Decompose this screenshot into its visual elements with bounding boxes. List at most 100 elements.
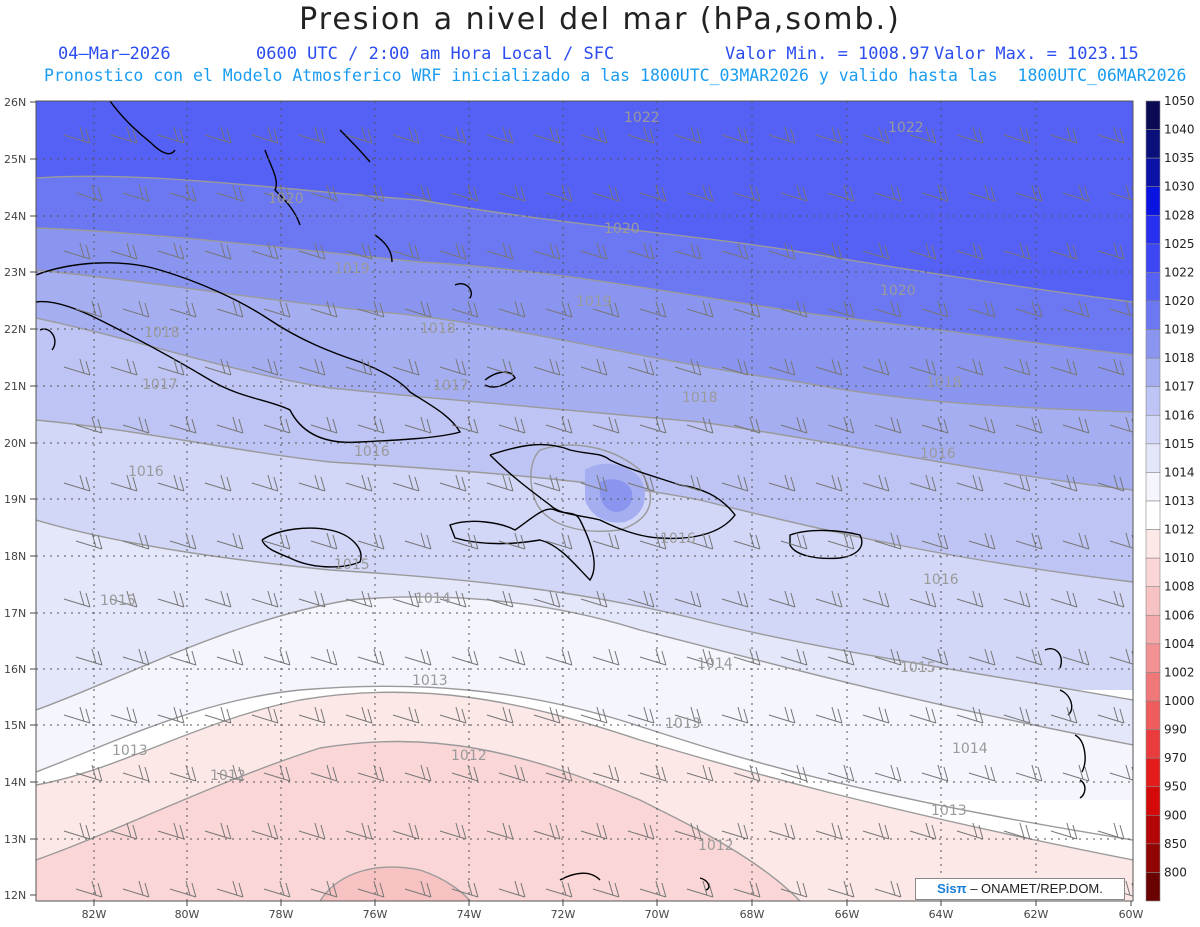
legend-swatch [1145,186,1161,216]
wind-barb [580,706,608,724]
lat-label: 14N [4,776,26,789]
wind-barb [1062,532,1090,550]
wind-barb [733,880,761,898]
wind-barb [686,416,714,434]
wind-barb [533,474,561,492]
wind-barb [169,648,197,666]
wind-barb [921,416,949,434]
lon-label: 80W [175,908,200,921]
wind-barb [486,126,514,144]
wind-barb [63,590,91,608]
wind-barb [486,358,514,376]
legend-swatch [1145,100,1161,130]
wind-barb [216,416,244,434]
wind-barb [439,590,467,608]
wind-barb [815,358,843,376]
legend-label: 1000 [1164,694,1195,708]
lat-label: 20N [4,437,26,450]
wind-barb [122,416,150,434]
wind-barb [686,532,714,550]
wind-barb [1003,358,1031,376]
wind-barb [498,532,526,550]
wind-barb [627,590,655,608]
legend-label: 1014 [1164,465,1195,479]
wind-barb [1062,184,1090,202]
wind-barb [827,184,855,202]
wind-barb [815,590,843,608]
wind-barb [768,242,796,260]
wind-barb [1015,184,1043,202]
wind-barb [827,300,855,318]
legend-swatch [1145,386,1161,416]
wind-barb [63,474,91,492]
legend-swatch [1145,472,1161,502]
wind-barb [157,126,185,144]
wind-barb [439,242,467,260]
legend-label: 1002 [1164,665,1195,679]
lon-label: 70W [645,908,670,921]
wind-barb [968,764,996,782]
legend-label: 900 [1164,808,1187,822]
wind-barb [263,764,291,782]
wind-barb [169,764,197,782]
wind-barb [345,706,373,724]
wind-barb [110,706,138,724]
wind-barb [874,300,902,318]
wind-barb [721,126,749,144]
credit-box: Sisπ – ONAMET/REP.DOM. [915,878,1125,900]
legend-swatch [1145,557,1161,588]
wind-barb [862,358,890,376]
wind-barb [1003,126,1031,144]
wind-barb [157,474,185,492]
wind-barb [1050,474,1078,492]
wind-barb [768,474,796,492]
wind-barb [686,880,714,898]
lon-label: 62W [1024,908,1049,921]
wind-barb [498,648,526,666]
wind-barb [216,184,244,202]
wind-barb [674,822,702,840]
wind-barb [1015,532,1043,550]
contour-label: 1018 [420,321,456,337]
wind-barb [545,300,573,318]
wind-barb [780,416,808,434]
contour-label: 1012 [451,748,487,764]
wind-barb [627,706,655,724]
wind-barb [827,764,855,782]
wind-barb [956,706,984,724]
legend-label: 1004 [1164,637,1195,651]
contour-label: 1017 [433,378,469,394]
legend-label: 1006 [1164,608,1195,622]
wind-barb [956,590,984,608]
wind-barb [75,764,103,782]
wind-barb [909,474,937,492]
wind-barb [815,474,843,492]
wind-barb [122,880,150,898]
legend-label: 1019 [1164,323,1195,337]
wind-barb [545,184,573,202]
wind-barb [921,532,949,550]
wind-barb [721,474,749,492]
lat-label: 12N [4,889,26,902]
contour-label: 1017 [142,377,178,393]
legend-label: 950 [1164,780,1187,794]
wind-barb [1050,706,1078,724]
wind-barb [451,184,479,202]
wind-barb [827,532,855,550]
legend-label: 800 [1164,865,1187,879]
wind-barb [1003,822,1031,840]
wind-barb [310,300,338,318]
wind-barb [721,590,749,608]
wind-barb [639,184,667,202]
wind-barb [451,532,479,550]
legend-swatch [1145,814,1161,845]
legend-swatch [1145,786,1161,816]
wind-barb [874,184,902,202]
lat-label: 22N [4,323,26,336]
wind-barb [780,532,808,550]
wind-barb [1015,416,1043,434]
wind-barb [721,242,749,260]
lat-label: 16N [4,663,26,676]
wind-barb [298,126,326,144]
wind-barb [204,822,232,840]
